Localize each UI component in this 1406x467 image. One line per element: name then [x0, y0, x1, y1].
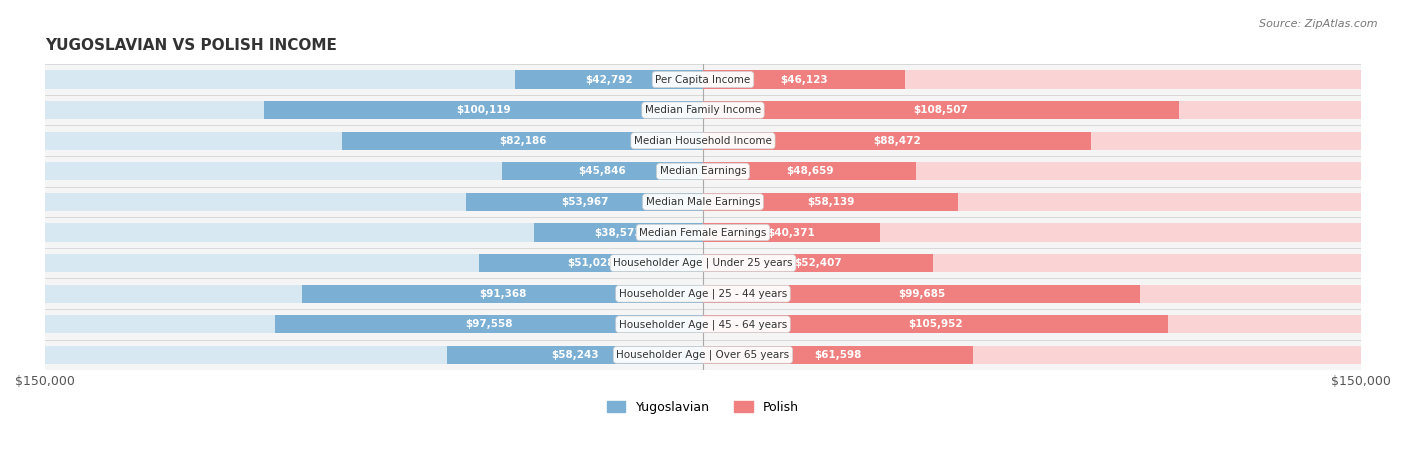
Text: $51,028: $51,028: [567, 258, 614, 268]
Text: Median Earnings: Median Earnings: [659, 166, 747, 177]
Bar: [45, 223, 703, 242]
Bar: [45, 71, 703, 89]
Text: $38,573: $38,573: [595, 227, 643, 238]
Bar: [703, 71, 1361, 89]
Bar: [534, 223, 703, 242]
Bar: [703, 132, 1361, 150]
Bar: [703, 315, 1361, 333]
Text: $58,139: $58,139: [807, 197, 855, 207]
Bar: [703, 193, 957, 211]
Bar: [45, 346, 703, 364]
Bar: [45, 126, 1361, 156]
Text: Householder Age | Under 25 years: Householder Age | Under 25 years: [613, 258, 793, 269]
Text: $46,123: $46,123: [780, 75, 828, 85]
Bar: [703, 162, 1361, 180]
Bar: [45, 132, 703, 150]
Bar: [276, 315, 703, 333]
Bar: [703, 346, 1361, 364]
Bar: [703, 223, 880, 242]
Text: $108,507: $108,507: [914, 105, 969, 115]
Bar: [45, 95, 1361, 126]
Bar: [703, 284, 1361, 303]
Bar: [45, 309, 1361, 340]
Text: $61,598: $61,598: [814, 350, 862, 360]
Bar: [45, 64, 1361, 95]
Text: Median Family Income: Median Family Income: [645, 105, 761, 115]
Bar: [45, 193, 703, 211]
Text: Per Capita Income: Per Capita Income: [655, 75, 751, 85]
Bar: [703, 346, 973, 364]
Bar: [45, 278, 1361, 309]
Bar: [515, 71, 703, 89]
Bar: [45, 254, 703, 272]
Text: $58,243: $58,243: [551, 350, 599, 360]
Bar: [479, 254, 703, 272]
Text: $82,186: $82,186: [499, 136, 547, 146]
Bar: [703, 101, 1180, 119]
Legend: Yugoslavian, Polish: Yugoslavian, Polish: [602, 396, 804, 419]
Bar: [45, 101, 703, 119]
Bar: [264, 101, 703, 119]
Text: Source: ZipAtlas.com: Source: ZipAtlas.com: [1260, 19, 1378, 28]
Text: Householder Age | 45 - 64 years: Householder Age | 45 - 64 years: [619, 319, 787, 330]
Text: $40,371: $40,371: [768, 227, 815, 238]
Bar: [703, 254, 1361, 272]
Text: $42,792: $42,792: [585, 75, 633, 85]
Bar: [45, 187, 1361, 217]
Bar: [502, 162, 703, 180]
Bar: [467, 193, 703, 211]
Bar: [45, 248, 1361, 278]
Text: Median Household Income: Median Household Income: [634, 136, 772, 146]
Bar: [703, 315, 1168, 333]
Text: Householder Age | 25 - 44 years: Householder Age | 25 - 44 years: [619, 289, 787, 299]
Text: $52,407: $52,407: [794, 258, 842, 268]
Bar: [703, 193, 1361, 211]
Bar: [45, 315, 703, 333]
Bar: [703, 71, 905, 89]
Bar: [45, 340, 1361, 370]
Text: $91,368: $91,368: [479, 289, 526, 299]
Bar: [703, 101, 1361, 119]
Text: $53,967: $53,967: [561, 197, 609, 207]
Bar: [302, 284, 703, 303]
Bar: [703, 162, 917, 180]
Bar: [703, 254, 934, 272]
Bar: [447, 346, 703, 364]
Bar: [45, 217, 1361, 248]
Text: Householder Age | Over 65 years: Householder Age | Over 65 years: [616, 350, 790, 360]
Bar: [343, 132, 703, 150]
Text: $100,119: $100,119: [456, 105, 510, 115]
Bar: [703, 223, 1361, 242]
Bar: [703, 132, 1091, 150]
Text: $99,685: $99,685: [898, 289, 945, 299]
Text: Median Male Earnings: Median Male Earnings: [645, 197, 761, 207]
Text: Median Female Earnings: Median Female Earnings: [640, 227, 766, 238]
Text: $48,659: $48,659: [786, 166, 834, 177]
Bar: [45, 162, 703, 180]
Bar: [703, 284, 1140, 303]
Text: $45,846: $45,846: [578, 166, 626, 177]
Text: $105,952: $105,952: [908, 319, 963, 329]
Bar: [45, 156, 1361, 187]
Bar: [45, 284, 703, 303]
Text: $97,558: $97,558: [465, 319, 513, 329]
Text: $88,472: $88,472: [873, 136, 921, 146]
Text: YUGOSLAVIAN VS POLISH INCOME: YUGOSLAVIAN VS POLISH INCOME: [45, 38, 337, 53]
